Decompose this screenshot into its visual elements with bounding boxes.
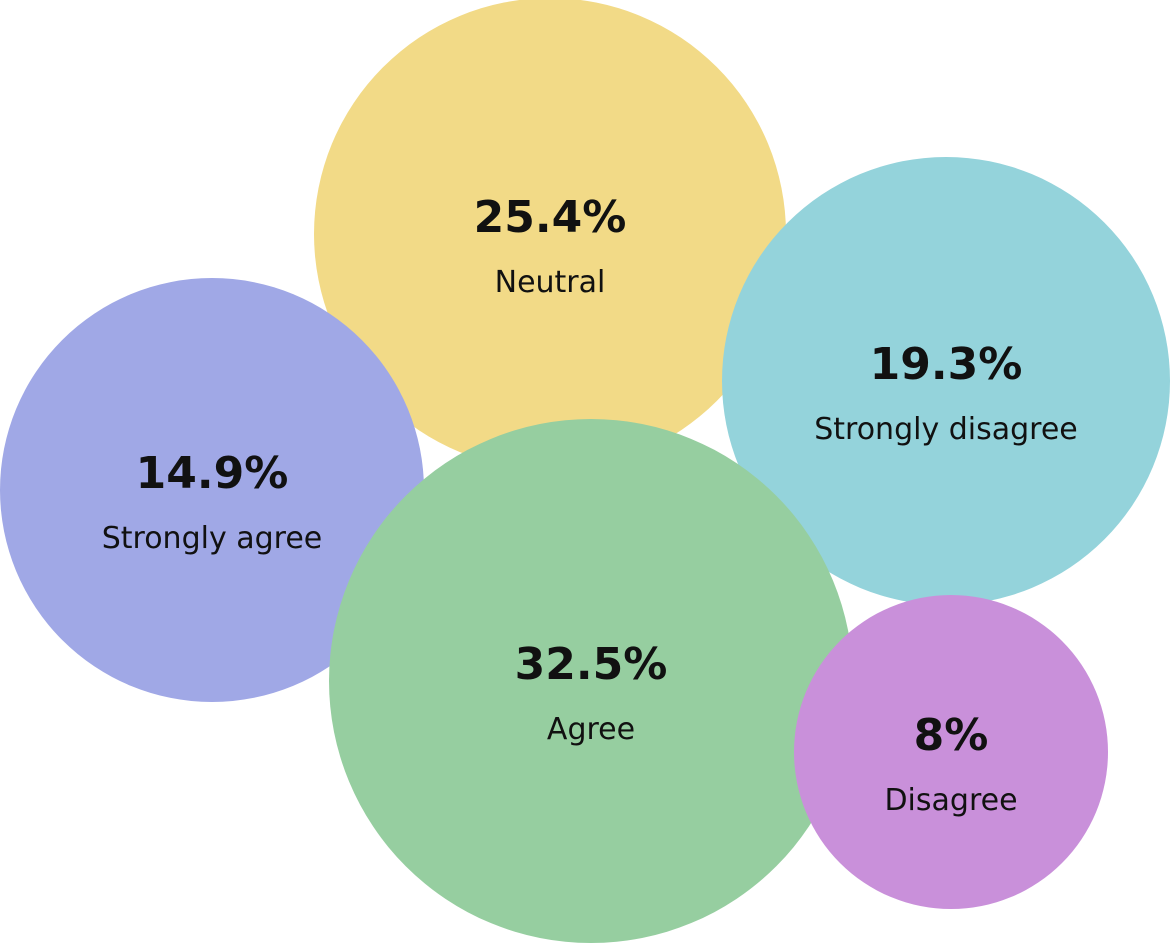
bubble-circle-strongly-disagree — [722, 157, 1170, 605]
bubble-circle-neutral — [314, 0, 786, 470]
bubble-label-disagree: Disagree — [884, 783, 1017, 818]
bubble-neutral: 25.4% Neutral — [314, 0, 786, 470]
bubble-circle-disagree — [794, 595, 1108, 909]
bubble-label-neutral: Neutral — [495, 265, 606, 300]
bubble-circle-agree — [329, 419, 853, 943]
bubble-value-disagree: 8% — [914, 710, 989, 761]
bubble-value-strongly-agree: 14.9% — [136, 448, 289, 499]
bubble-disagree: 8% Disagree — [794, 595, 1108, 909]
bubble-label-strongly-agree: Strongly agree — [102, 521, 323, 556]
bubble-circle-strongly-agree — [0, 278, 424, 702]
bubble-value-strongly-disagree: 19.3% — [870, 339, 1023, 390]
bubble-strongly-agree: 14.9% Strongly agree — [0, 278, 424, 702]
bubble-value-neutral: 25.4% — [474, 192, 627, 243]
bubble-agree: 32.5% Agree — [329, 419, 853, 943]
bubble-value-agree: 32.5% — [515, 639, 668, 690]
bubble-label-agree: Agree — [547, 712, 635, 747]
bubble-strongly-disagree: 19.3% Strongly disagree — [722, 157, 1170, 605]
bubble-label-strongly-disagree: Strongly disagree — [814, 412, 1078, 447]
